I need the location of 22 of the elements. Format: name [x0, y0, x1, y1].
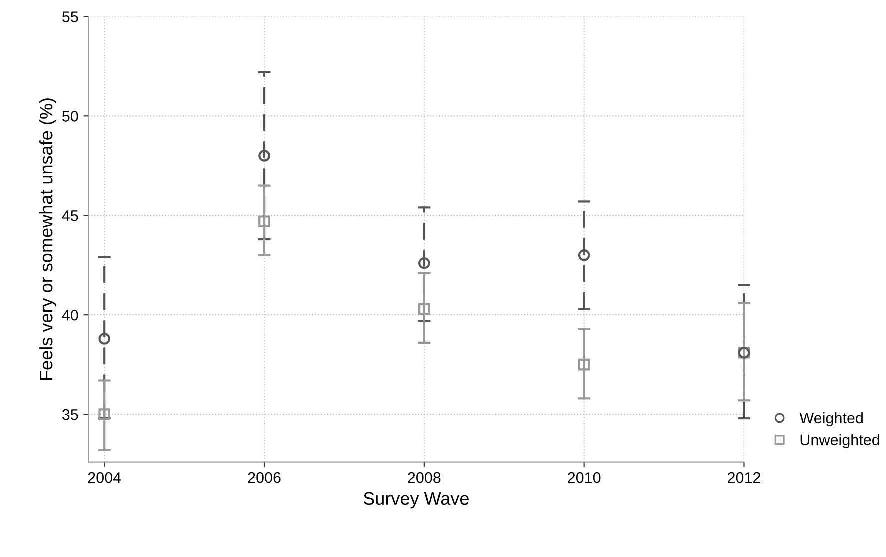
- x-tick-label: 2008: [408, 472, 441, 484]
- x-tick-label: 2006: [248, 472, 281, 484]
- point: [418, 303, 430, 316]
- y-tick-label: 55: [62, 12, 78, 22]
- point: [578, 250, 590, 262]
- point: [98, 408, 110, 420]
- y-tick-label: 40: [62, 310, 78, 321]
- point: [98, 333, 110, 345]
- point: [418, 257, 430, 270]
- x-tick-label: 2010: [568, 472, 601, 484]
- point: [258, 216, 270, 228]
- y-tick-label: 50: [62, 111, 78, 122]
- x-axis-title: Survey Wave: [364, 492, 469, 509]
- y-tick-label: 35: [62, 409, 78, 420]
- point: [578, 358, 590, 371]
- x-tick-label: 2012: [728, 472, 760, 484]
- y-tick-label: 45: [62, 210, 78, 222]
- y-axis-title: Feels very or somewhat unsafe (%): [40, 98, 56, 380]
- point: [258, 150, 270, 162]
- x-tick-label: 2004: [88, 472, 122, 484]
- legend-label: Weighted: [800, 412, 863, 427]
- legend-label: Unweighted: [800, 434, 880, 449]
